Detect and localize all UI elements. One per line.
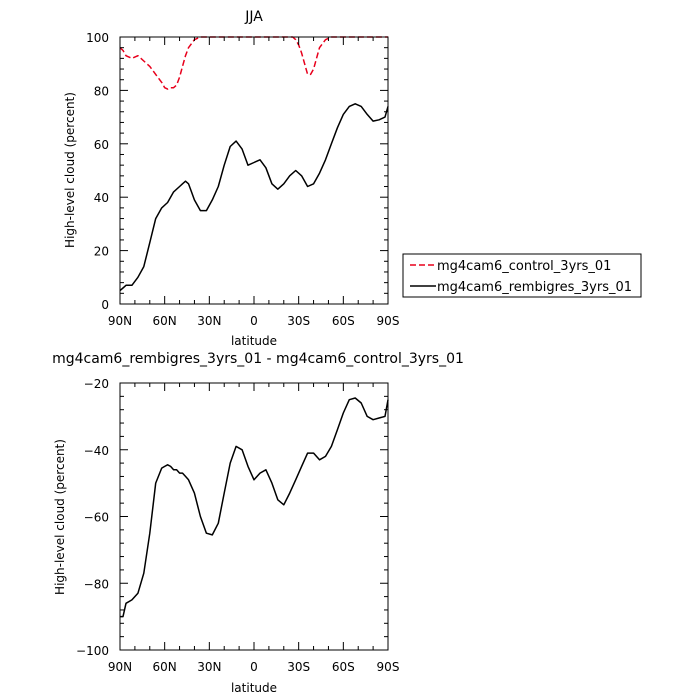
panel-bottom-x-tick-label: 60S <box>332 660 355 674</box>
legend-box <box>402 253 642 298</box>
panel-bottom-x-tick-label: 0 <box>250 660 258 674</box>
panel-top-x-tick-label: 60N <box>153 314 177 328</box>
panel-bottom-x-tick-label: 60N <box>153 660 177 674</box>
panel-top-y-tick-labels: 0 20 40 60 80 100 <box>86 31 109 312</box>
panel-bottom-y-tick-label: −20 <box>84 377 109 391</box>
legend-label-control: mg4cam6_control_3yrs_01 <box>437 259 611 274</box>
panel-top-y-tick-label: 60 <box>94 138 109 152</box>
legend-label-rembigres: mg4cam6_rembigres_3yrs_01 <box>437 280 632 295</box>
panel-top-x-tick-label: 30S <box>287 314 310 328</box>
panel-bottom-title: mg4cam6_rembigres_3yrs_01 - mg4cam6_cont… <box>52 351 464 367</box>
panel-bottom-y-tick-label: −100 <box>76 644 109 658</box>
panel-top-title: JJA <box>244 9 263 25</box>
panel-bottom-x-tick-label: 30S <box>287 660 310 674</box>
panel-bottom-x-axis-label: latitude <box>231 681 277 695</box>
panel-top-x-axis-label: latitude <box>231 334 277 348</box>
panel-bottom-series-line-0 <box>120 397 389 618</box>
panel-bottom-frame <box>119 382 389 651</box>
panel-top-plot-area <box>119 36 389 292</box>
panel-top-frame <box>119 36 389 305</box>
panel-top: JJA 90N 60N 30N 0 30S 60S 90S 0 20 40 60 80 100 lat… <box>63 9 399 348</box>
panel-top-ticks <box>119 36 389 305</box>
panel-top-y-tick-label: 80 <box>94 84 109 98</box>
panel-top-x-tick-labels: 90N 60N 30N 0 30S 60S 90S <box>108 314 400 328</box>
panel-bottom-x-tick-label: 30N <box>197 660 221 674</box>
panel-top-y-tick-label: 20 <box>94 245 109 259</box>
panel-bottom-ticks <box>119 382 389 651</box>
panel-top-x-tick-label: 90N <box>108 314 132 328</box>
panel-bottom-y-tick-label: −40 <box>84 444 109 458</box>
panel-top-x-tick-label: 0 <box>250 314 258 328</box>
panel-top-y-tick-label: 100 <box>86 31 109 45</box>
panel-top-series-line-1 <box>119 103 389 292</box>
panel-bottom-y-tick-label: −60 <box>84 511 109 525</box>
panel-top-y-tick-label: 40 <box>94 191 109 205</box>
panel-bottom-x-tick-label: 90N <box>108 660 132 674</box>
panel-bottom-y-tick-label: −80 <box>84 577 109 591</box>
panel-bottom-plot-area <box>120 397 389 618</box>
panel-bottom-x-tick-labels: 90N 60N 30N 0 30S 60S 90S <box>108 660 400 674</box>
panel-top-x-tick-label: 90S <box>377 314 400 328</box>
panel-top-x-tick-label: 60S <box>332 314 355 328</box>
legend: mg4cam6_control_3yrs_01 mg4cam6_rembigre… <box>402 253 642 298</box>
panel-bottom-x-tick-label: 90S <box>377 660 400 674</box>
panel-top-x-tick-label: 30N <box>197 314 221 328</box>
panel-bottom-y-tick-labels: −100 −80 −60 −40 −20 <box>76 377 109 658</box>
panel-bottom: mg4cam6_rembigres_3yrs_01 - mg4cam6_cont… <box>52 351 464 695</box>
panel-top-y-tick-label: 0 <box>101 298 109 312</box>
panel-bottom-y-axis-label: High-level cloud (percent) <box>53 439 67 595</box>
panel-top-y-axis-label: High-level cloud (percent) <box>63 92 77 248</box>
